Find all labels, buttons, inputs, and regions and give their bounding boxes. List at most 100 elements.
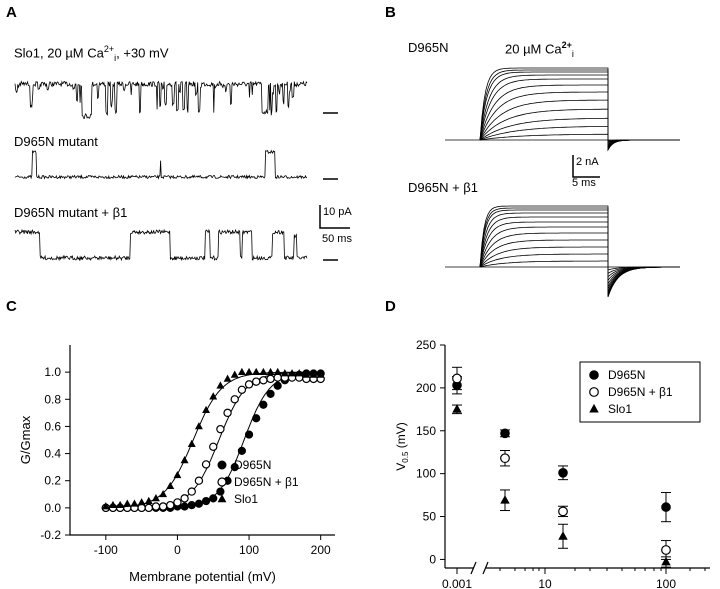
data-point [237,446,246,455]
legend-marker [589,387,599,397]
legend-label: D965N + β1 [608,385,673,399]
y-tick-label: 0.4 [44,447,61,461]
data-point [130,499,139,507]
x-tick-label: 100 [656,577,676,589]
data-point [244,430,254,439]
data-point [216,424,225,434]
data-point [259,400,268,409]
legend-marker [589,403,599,413]
data-point [273,381,282,390]
data-point [500,453,510,464]
data-point [230,463,239,472]
axis-break [470,561,477,575]
data-point [137,503,146,513]
y-tick-label: 0.2 [44,474,61,488]
x-tick-label: 100 [239,543,259,557]
legend-marker [217,460,227,470]
panel-c-ylabel: G/Gmax [18,415,33,464]
d965n-beta1-single-channel-trace [14,228,308,262]
panel-c-letter: C [6,298,17,315]
data-point [252,377,261,386]
data-point [280,369,289,377]
data-point [244,380,254,389]
y-tick-label: 150 [416,424,436,438]
legend-label: D965N [608,368,645,382]
data-point [309,370,318,378]
panel-b-scale-time: 5 ms [572,177,596,189]
data-point [194,422,203,430]
y-tick-label: 200 [416,381,436,395]
data-point [151,502,161,511]
y-tick-label: 100 [416,467,436,481]
panel-a-letter: A [6,4,17,21]
panel-a-trace3-label: D965N mutant + β1 [14,205,128,220]
y-tick-label: 0 [429,552,436,566]
data-point [158,502,168,511]
panel-b-top-label: D965N [408,40,449,55]
data-point [273,367,282,376]
data-point [237,385,247,394]
panel-b-bottom-label: D965N + β1 [408,180,478,195]
panel-a-trace2-label: D965N mutant [14,134,98,149]
x-tick-label: 200 [311,543,331,557]
data-point [216,381,225,389]
legend-marker [217,494,227,503]
legend-marker [589,370,599,380]
panel-a-trace1-label: Slo1, 20 µM Ca2+i, +30 mV [14,44,169,63]
panel-a-single-channel-traces [14,80,350,262]
data-point [252,367,261,376]
data-point [266,374,275,384]
axis-break [482,561,489,575]
data-point [187,439,196,447]
data-point [661,556,671,566]
data-point [187,501,196,510]
y-tick-label: 1.0 [44,365,61,379]
data-point [223,374,232,382]
data-point [194,499,204,508]
data-point [252,414,261,423]
data-point [661,502,671,512]
legend-label: Slo1 [234,492,258,506]
data-point [209,494,218,503]
data-point [295,369,304,377]
slo1-single-channel-trace [14,80,308,119]
d965n-single-channel-trace [14,149,308,180]
data-point [230,395,239,404]
data-point [500,428,510,439]
data-point [316,370,325,378]
legend-box [579,361,701,423]
data-point [558,506,568,517]
data-point [144,496,153,504]
data-point [187,487,196,496]
data-point [194,476,204,485]
panel-d-letter: D [385,298,396,315]
panel-b-letter: B [385,4,396,21]
x-tick-label: -100 [94,543,118,557]
data-point [266,389,275,398]
legend-label: D965N [234,458,271,472]
data-point [166,481,175,490]
data-point [273,373,282,382]
x-tick-label: 10 [538,577,552,589]
y-tick-label: 0.6 [44,419,61,433]
panel-b-scale-current: 2 nA [576,156,599,168]
y-tick-label: 250 [416,338,436,352]
data-point [558,467,568,478]
data-point [151,494,160,502]
data-point [202,405,211,414]
panel-b-scale-bar [572,155,600,178]
data-point [302,370,311,378]
data-point [266,367,275,376]
data-point [245,367,254,376]
y-tick-label: 0.8 [44,392,61,406]
legend-marker [217,477,227,487]
panel-d-ylabel: V0.5 (mV) [394,422,410,470]
y-tick-label: -0.2 [40,528,61,542]
panel-a-scale-current: 10 pA [323,206,352,218]
data-point [452,404,462,413]
data-point [259,367,268,376]
x-tick-label: 0.001 [442,577,472,589]
data-point [237,367,246,376]
d965n-beta1-current-family [445,205,680,298]
